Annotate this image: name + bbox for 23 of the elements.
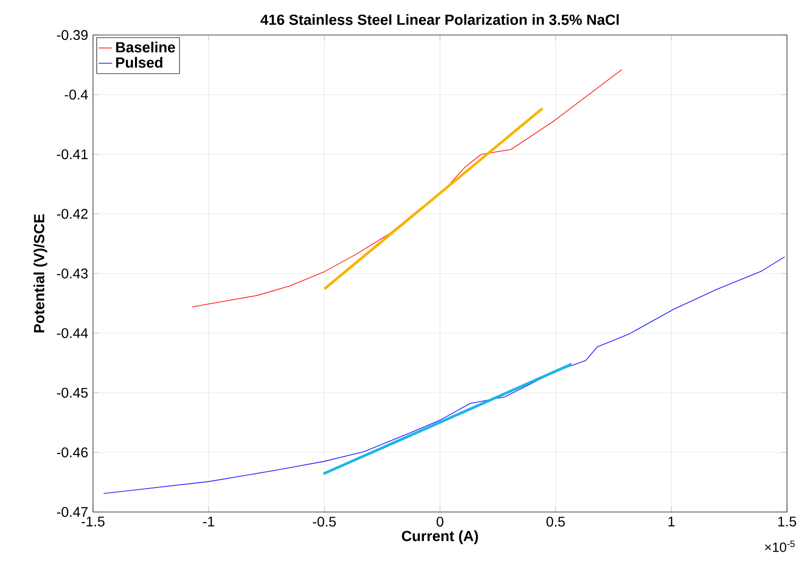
x-tick-label: 0 bbox=[436, 516, 444, 527]
chart-title: 416 Stainless Steel Linear Polarization in 3.5% NaCl bbox=[260, 14, 619, 25]
legend-label: Baseline bbox=[116, 42, 176, 52]
legend-label: Pulsed bbox=[116, 56, 162, 68]
y-tick-label: -0.45 bbox=[57, 388, 88, 398]
y-tick-label: -0.41 bbox=[57, 149, 88, 160]
y-tick-label: -0.47 bbox=[57, 507, 88, 517]
y-tick-label: -0.39 bbox=[57, 30, 88, 40]
y-tick-label: -0.44 bbox=[57, 328, 88, 338]
x-axis-title: Current (A) bbox=[402, 530, 478, 544]
y-tick-label: -0.4 bbox=[64, 90, 88, 100]
line-series bbox=[103, 256, 786, 494]
x-tick-label: -1.5 bbox=[82, 516, 104, 526]
y-tick-label: -0.42 bbox=[57, 208, 88, 219]
x-tick-label: -1 bbox=[203, 516, 214, 526]
x-tick-label: 1.5 bbox=[778, 516, 796, 526]
x-tick-label: 0.5 bbox=[546, 516, 565, 527]
text: ×10$^{-5}$ bbox=[765, 540, 795, 552]
x-tick-label: 1 bbox=[668, 516, 675, 526]
y-tick-label: -0.43 bbox=[57, 268, 88, 278]
x-tick-label: -0.5 bbox=[312, 516, 336, 527]
y-tick-label: -0.46 bbox=[57, 447, 88, 458]
y-axis-title: Potential (V)/SCE bbox=[34, 214, 48, 332]
